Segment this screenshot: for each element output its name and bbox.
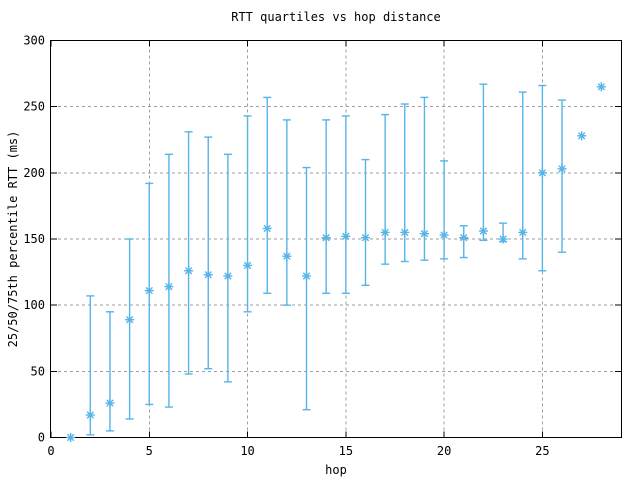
data-point-hop-8	[203, 270, 213, 280]
asterisk-marker-stroke	[66, 433, 75, 442]
asterisk-marker-stroke	[558, 165, 566, 173]
asterisk-marker-stroke	[361, 233, 370, 242]
asterisk-marker-stroke	[263, 224, 271, 233]
data-point-hop-9	[223, 271, 233, 281]
asterisk-marker-stroke	[577, 132, 586, 140]
data-point-hop-3	[105, 398, 115, 408]
data-point-hop-2	[85, 410, 95, 420]
asterisk-marker-stroke	[243, 261, 252, 270]
x-tick-label-15: 15	[339, 444, 353, 458]
asterisk-marker-stroke	[224, 272, 232, 280]
y-tick-label-50: 50	[31, 364, 45, 378]
data-point-hop-24	[518, 227, 528, 237]
data-point-hop-7	[184, 266, 194, 276]
asterisk-marker-stroke	[165, 282, 173, 291]
data-point-hop-27	[577, 131, 587, 141]
data-point-hop-19	[419, 229, 429, 239]
data-point-hop-6	[164, 282, 174, 292]
asterisk-marker-stroke	[381, 228, 389, 237]
asterisk-marker-stroke	[283, 252, 291, 260]
data-point-hop-25	[537, 168, 547, 178]
asterisk-marker-stroke	[125, 316, 134, 324]
data-point-hop-5	[144, 286, 154, 296]
x-axis-label: hop	[325, 463, 347, 477]
data-point-hop-22	[478, 226, 488, 236]
asterisk-marker-stroke	[538, 169, 547, 177]
data-point-hop-10	[243, 260, 253, 270]
data-point-hop-14	[321, 233, 331, 243]
asterisk-marker-stroke	[597, 83, 606, 91]
y-tick-label-100: 100	[23, 298, 45, 312]
data-point-hop-26	[557, 164, 567, 174]
data-point-hop-28	[596, 82, 606, 92]
data-point-hop-21	[459, 233, 469, 243]
data-point-hop-4	[125, 315, 135, 325]
x-tick-label-10: 10	[240, 444, 254, 458]
data-point-hop-18	[400, 227, 410, 237]
asterisk-marker-stroke	[302, 272, 311, 280]
chart-title: RTT quartiles vs hop distance	[231, 10, 441, 24]
x-tick-label-25: 25	[535, 444, 549, 458]
data-point-hop-13	[302, 271, 312, 281]
y-tick-label-150: 150	[23, 232, 45, 246]
plot-border	[50, 40, 622, 438]
asterisk-marker-stroke	[184, 267, 193, 275]
y-tick-label-0: 0	[38, 431, 45, 445]
asterisk-marker-stroke	[440, 231, 448, 239]
data-point-hop-16	[360, 233, 370, 243]
data-point-hop-12	[282, 251, 292, 261]
asterisk-marker-stroke	[460, 233, 468, 242]
asterisk-marker-stroke	[519, 228, 527, 237]
data-point-hop-11	[262, 223, 272, 233]
y-tick-label-200: 200	[23, 166, 45, 180]
data-point-hop-20	[439, 230, 449, 240]
y-tick-label-250: 250	[23, 100, 45, 114]
x-tick-label-5: 5	[146, 444, 153, 458]
asterisk-marker-stroke	[479, 227, 488, 235]
asterisk-marker-stroke	[322, 233, 330, 242]
asterisk-marker-stroke	[106, 399, 114, 407]
asterisk-marker-stroke	[86, 411, 95, 419]
data-point-hop-1	[66, 433, 76, 442]
asterisk-marker-stroke	[342, 232, 350, 241]
asterisk-marker-stroke	[204, 271, 212, 279]
asterisk-marker-stroke	[420, 230, 429, 238]
x-tick-label-0: 0	[47, 444, 54, 458]
asterisk-marker-stroke	[145, 286, 153, 295]
asterisk-marker-stroke	[401, 228, 409, 237]
asterisk-marker-stroke	[499, 235, 507, 243]
data-point-hop-15	[341, 231, 351, 241]
data-point-hop-23	[498, 234, 508, 244]
y-tick-label-300: 300	[23, 34, 45, 48]
x-tick-label-20: 20	[437, 444, 451, 458]
data-point-hop-17	[380, 227, 390, 237]
